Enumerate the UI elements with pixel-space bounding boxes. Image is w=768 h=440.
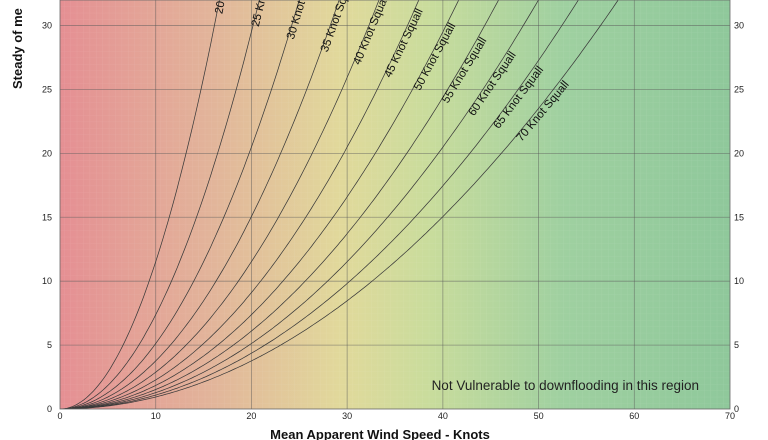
y-tick-label-right: 30 bbox=[734, 21, 744, 31]
x-tick-label: 50 bbox=[534, 411, 544, 421]
x-tick-label: 20 bbox=[246, 411, 256, 421]
y-tick-labels-right: 0 5 10 15 20 25 30 bbox=[734, 21, 744, 414]
x-tick-label: 0 bbox=[57, 411, 62, 421]
x-tick-label: 70 bbox=[725, 411, 735, 421]
minor-grid bbox=[60, 0, 730, 409]
y-tick-label-left: 20 bbox=[42, 148, 52, 158]
x-axis-title: Mean Apparent Wind Speed - Knots bbox=[270, 427, 490, 440]
squall-curve bbox=[60, 0, 300, 409]
squall-curve bbox=[60, 0, 380, 409]
y-tick-label-right: 5 bbox=[734, 340, 739, 350]
squall-curve bbox=[60, 0, 579, 409]
region-annotation: Not Vulnerable to downflooding in this r… bbox=[432, 378, 699, 393]
x-tick-label: 10 bbox=[151, 411, 161, 421]
y-tick-label-right: 10 bbox=[734, 276, 744, 286]
y-tick-label-left: 5 bbox=[47, 340, 52, 350]
squall-curve bbox=[60, 0, 619, 409]
y-axis-title: Steady of me bbox=[10, 8, 25, 89]
squall-curve bbox=[60, 0, 539, 409]
plot-border bbox=[59, 0, 731, 410]
squall-curve bbox=[60, 0, 420, 409]
squall-curve bbox=[60, 0, 260, 409]
y-tick-labels-left: 0 5 10 15 20 25 30 bbox=[42, 21, 52, 414]
x-tick-label: 60 bbox=[629, 411, 639, 421]
y-tick-label-right: 25 bbox=[734, 84, 744, 94]
squall-curves bbox=[60, 0, 619, 409]
y-tick-label-left: 15 bbox=[42, 212, 52, 222]
y-tick-label-left: 25 bbox=[42, 84, 52, 94]
squall-curve bbox=[60, 0, 500, 409]
x-tick-label: 40 bbox=[438, 411, 448, 421]
y-tick-label-left: 0 bbox=[47, 404, 52, 414]
y-tick-label-right: 0 bbox=[734, 404, 739, 414]
y-tick-label-right: 20 bbox=[734, 148, 744, 158]
squall-curve bbox=[60, 0, 340, 409]
squall-curve bbox=[60, 0, 460, 409]
y-tick-label-left: 30 bbox=[42, 21, 52, 31]
x-tick-labels: 0 10 20 30 40 50 60 70 bbox=[57, 411, 735, 421]
y-tick-label-right: 15 bbox=[734, 212, 744, 222]
squall-curve bbox=[60, 0, 220, 409]
y-tick-label-left: 10 bbox=[42, 276, 52, 286]
x-tick-label: 30 bbox=[342, 411, 352, 421]
